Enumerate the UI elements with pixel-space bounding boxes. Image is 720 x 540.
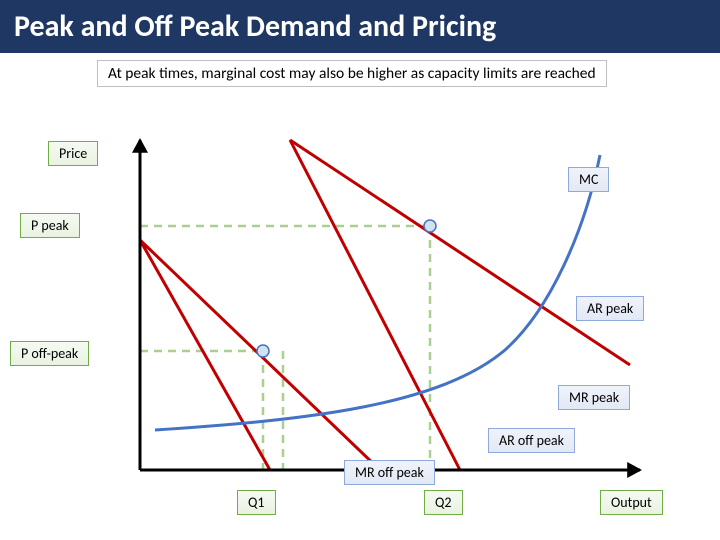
label-q1: Q1 bbox=[237, 490, 276, 515]
label-p-peak: P peak bbox=[20, 213, 80, 238]
label-ar-peak: AR peak bbox=[576, 296, 644, 321]
label-ar-offpeak: AR off peak bbox=[488, 428, 575, 453]
label-output: Output bbox=[600, 490, 663, 515]
label-q2: Q2 bbox=[424, 490, 463, 515]
label-price: Price bbox=[48, 141, 98, 166]
page-title: Peak and Off Peak Demand and Pricing bbox=[0, 0, 720, 53]
label-mr-peak: MR peak bbox=[558, 385, 630, 410]
label-mc: MC bbox=[568, 167, 609, 192]
subtitle-text: At peak times, marginal cost may also be… bbox=[97, 60, 607, 87]
label-mr-offpeak: MR off peak bbox=[344, 460, 435, 485]
label-p-offpeak: P off-peak bbox=[10, 341, 89, 366]
